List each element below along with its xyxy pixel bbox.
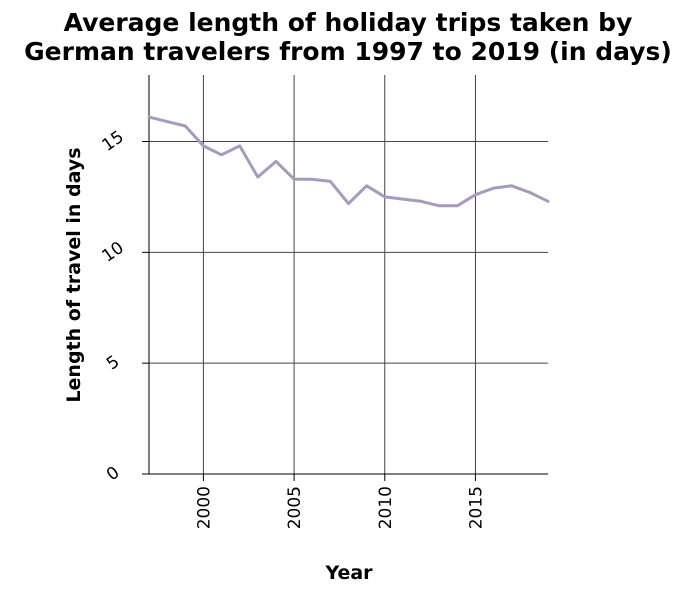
data-point-2006 (311, 177, 314, 181)
x-tick-label: 2015 (466, 486, 486, 529)
data-point-2015 (474, 193, 477, 196)
data-point-2003 (256, 175, 260, 179)
data-point-2000 (202, 144, 205, 148)
chart-title-line-2: German travelers from 1997 to 2019 (in d… (24, 37, 672, 66)
y-tick-label: 10 (99, 238, 128, 267)
data-point-2005 (292, 177, 296, 181)
data-point-2018 (528, 191, 532, 194)
data-point-2013 (437, 204, 441, 207)
series-layer (147, 115, 550, 208)
x-tick-label: 2000 (194, 486, 214, 529)
chart-title-line-1: Average length of holiday trips taken by (63, 8, 633, 37)
data-point-2009 (365, 184, 368, 188)
y-tick-label: 5 (103, 352, 123, 375)
data-point-2011 (401, 197, 405, 201)
x-axis-label: Year (324, 562, 373, 584)
axes (142, 75, 548, 481)
data-point-2016 (492, 186, 495, 190)
data-point-2007 (329, 180, 332, 183)
data-point-2008 (347, 202, 350, 205)
y-axis-label: Length of travel in days (63, 147, 85, 402)
plot-area (149, 75, 548, 474)
data-point-2002 (238, 144, 241, 148)
data-point-2001 (220, 153, 223, 156)
data-point-2017 (510, 184, 513, 188)
data-point-1998 (165, 120, 169, 123)
y-tick-label: 15 (99, 127, 128, 156)
x-tick-label: 2010 (376, 486, 396, 529)
data-point-2019 (546, 200, 550, 203)
data-point-2010 (383, 195, 386, 199)
data-point-1997 (147, 115, 151, 119)
y-tick-label: 0 (103, 463, 123, 486)
data-point-2014 (456, 204, 459, 207)
data-point-1999 (184, 124, 187, 128)
grid-lines (149, 75, 548, 474)
x-tick-label: 2005 (285, 486, 305, 529)
data-point-2004 (274, 160, 278, 163)
data-point-2012 (419, 200, 423, 203)
